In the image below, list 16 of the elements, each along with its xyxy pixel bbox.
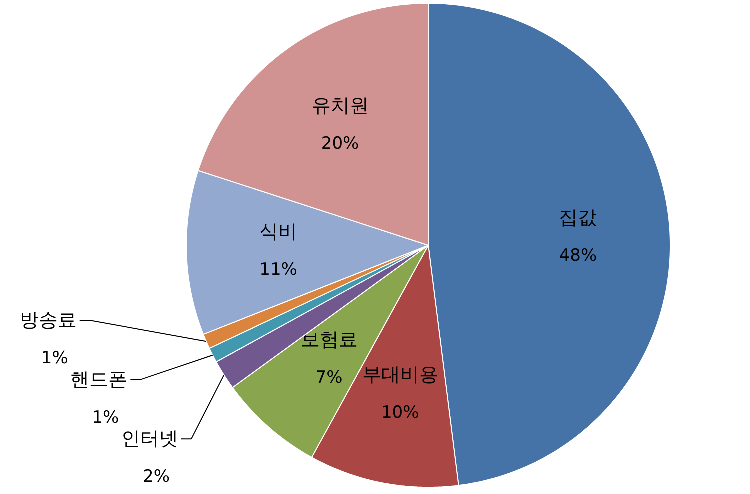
slice-label: 부대비용: [362, 364, 438, 386]
slice-label: 방송료: [20, 310, 77, 332]
data-label: 1%: [41, 348, 68, 369]
slice-label: 식비: [260, 221, 298, 244]
slice-label: 집값: [559, 207, 598, 230]
data-label: 11%: [260, 260, 298, 280]
slice-label: 핸드폰: [70, 368, 128, 391]
data-label: 7%: [316, 368, 343, 388]
data-label: 1%: [92, 408, 120, 428]
data-label: 10%: [381, 402, 420, 423]
slice-label: 보험료: [300, 329, 358, 352]
data-label: 48%: [559, 246, 598, 266]
slice-label: 유치원: [312, 95, 369, 118]
data-label: 2%: [143, 467, 170, 488]
slice-label: 인터넷: [122, 428, 178, 450]
data-label: 20%: [321, 134, 360, 154]
